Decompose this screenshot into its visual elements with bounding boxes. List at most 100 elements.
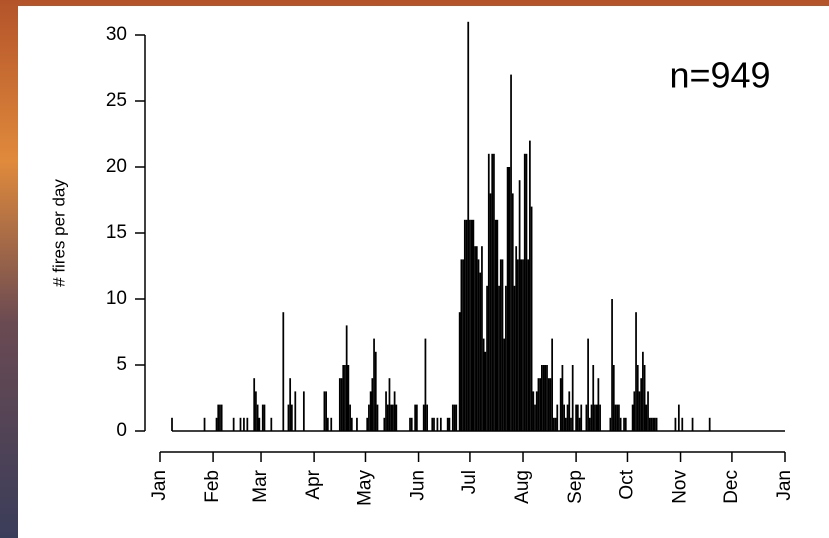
bar [473,220,475,431]
bar [503,339,505,431]
x-tick-label: Jul [459,470,480,494]
bar [575,405,577,431]
bar [599,405,601,431]
bar [591,405,593,431]
bar [383,418,385,431]
bar [618,405,620,431]
bar [550,378,552,431]
bar [510,75,512,431]
bar [373,339,375,431]
bar [553,418,555,431]
bar [476,246,478,431]
bar [377,405,379,431]
bar [288,405,290,431]
bar [560,378,562,431]
bar [270,418,272,431]
bar [437,418,439,431]
bar [264,405,266,431]
bar [532,391,534,431]
bar [681,418,683,431]
bar [481,246,483,431]
bar [502,259,504,431]
y-tick-label: 30 [106,24,127,45]
bar [598,378,600,431]
bar [496,220,498,431]
bar [433,418,435,431]
bar [486,286,488,431]
bar [216,418,218,431]
bar [490,193,492,431]
bar [543,365,545,431]
bar [217,405,219,431]
bar [483,339,485,431]
bar [534,405,536,431]
bar [692,418,694,431]
bar [425,339,427,431]
bar [527,259,529,431]
bar [471,220,473,431]
bar [567,405,569,431]
bar [240,418,242,431]
bar [392,405,394,431]
bar [594,405,596,431]
bar [411,418,413,431]
bar [649,418,651,431]
bar [368,405,370,431]
bar [327,418,329,431]
bar [536,391,538,431]
bar [556,405,558,431]
bar [579,418,581,431]
bar [461,259,463,431]
bar [498,286,500,431]
bar [611,299,613,431]
bar [390,405,392,431]
bar [613,365,615,431]
bar [341,378,343,431]
bar [467,22,469,431]
bar [342,365,344,431]
bar [426,405,428,431]
bar [580,405,582,431]
bar [507,167,509,431]
chart: n=949 # fires per day 051015202530JanFeb… [0,0,829,538]
bar [541,365,543,431]
x-tick-label: Nov [670,470,691,504]
x-tick-label: Oct [616,469,637,499]
bar [652,418,654,431]
bar [609,418,611,431]
bar [531,207,533,431]
bar [656,418,658,431]
bar [171,418,173,431]
bar [709,418,711,431]
bar [289,378,291,431]
bar [221,405,223,431]
x-tick-label: Jan [149,470,170,501]
bar [370,391,372,431]
bar [255,391,257,431]
bar [454,405,456,431]
bar [493,154,495,431]
bar [544,365,546,431]
bar [520,259,522,431]
bar [570,418,572,431]
x-tick-label: Jan [774,470,795,501]
bar [568,391,570,431]
bar [440,418,442,431]
bar [479,273,481,431]
bar [484,352,486,431]
bar [325,391,327,431]
bar [330,418,332,431]
bar [243,418,245,431]
bar [452,405,454,431]
bar [349,405,351,431]
x-tick-label: Aug [512,470,533,504]
bar [647,391,649,431]
y-axis-label: # fires per day [49,179,68,287]
bar [466,220,468,431]
bar [387,405,389,431]
bar [423,405,425,431]
page: n=949 # fires per day 051015202530JanFeb… [0,0,829,538]
bar [449,418,451,431]
bar [488,154,490,431]
bar [294,391,296,431]
